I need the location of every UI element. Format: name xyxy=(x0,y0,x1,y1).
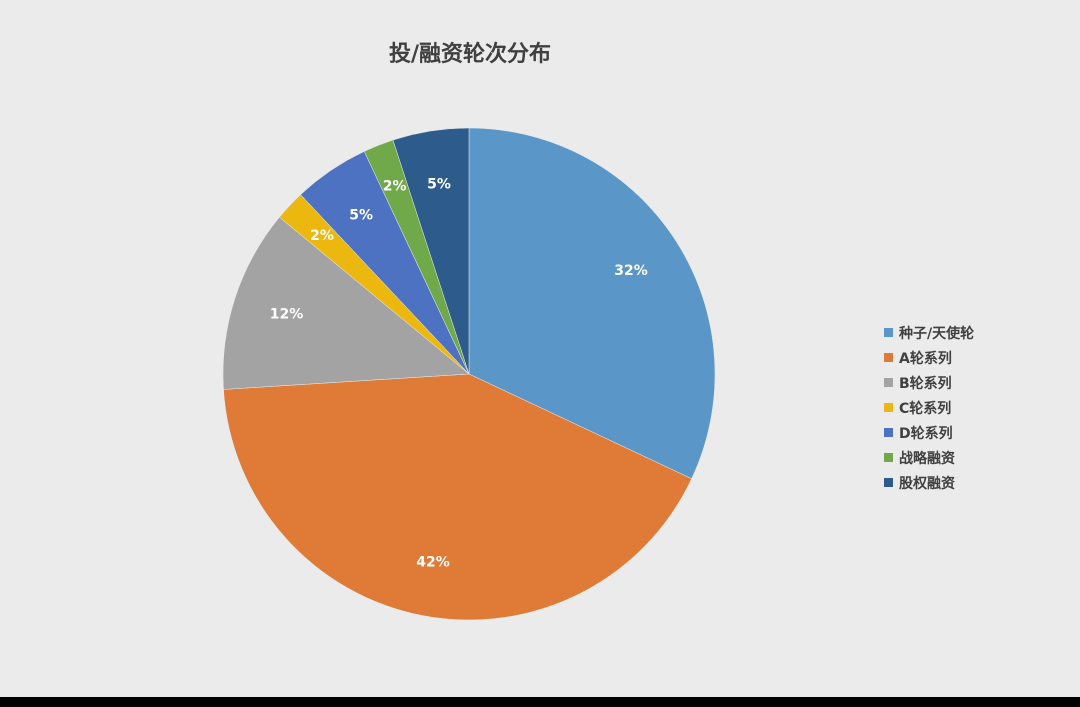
legend-label-series-a: A轮系列 xyxy=(899,350,952,367)
pie-label-series-d: 5% xyxy=(349,207,373,223)
legend-label-seed-angel: 种子/天使轮 xyxy=(899,325,975,342)
pie-label-seed-angel: 32% xyxy=(614,263,648,279)
legend-label-series-b: B轮系列 xyxy=(899,375,952,392)
legend-swatch-equity xyxy=(884,478,893,487)
chart-title: 投/融资轮次分布 xyxy=(388,42,552,67)
legend-item-series-c: C轮系列 xyxy=(884,395,1074,420)
pie-slice-series-a xyxy=(223,373,692,621)
pie-label-strategic: 2% xyxy=(383,178,407,194)
pie-chart: 32% 42% 12% 2% 5% 2% 5% xyxy=(222,127,716,621)
legend-swatch-series-d xyxy=(884,428,893,437)
legend-item-strategic: 战略融资 xyxy=(884,445,1074,470)
legend-label-equity: 股权融资 xyxy=(899,475,955,492)
pie-slice-seed-angel xyxy=(468,127,716,480)
legend-swatch-series-b xyxy=(884,378,893,387)
legend-label-strategic: 战略融资 xyxy=(899,450,955,467)
pie-label-series-b: 12% xyxy=(270,307,304,323)
legend-swatch-strategic xyxy=(884,453,893,462)
pie-label-equity: 5% xyxy=(427,177,451,193)
legend-item-series-b: B轮系列 xyxy=(884,370,1074,395)
legend-item-equity: 股权融资 xyxy=(884,470,1074,495)
legend-item-series-a: A轮系列 xyxy=(884,345,1074,370)
legend-item-series-d: D轮系列 xyxy=(884,420,1074,445)
pie-label-series-c: 2% xyxy=(310,228,334,244)
legend-label-series-c: C轮系列 xyxy=(899,400,952,417)
legend-item-seed-angel: 种子/天使轮 xyxy=(884,320,1074,345)
legend-swatch-seed-angel xyxy=(884,328,893,337)
pie-slice-series-b xyxy=(222,216,470,390)
legend: 种子/天使轮 A轮系列 B轮系列 C轮系列 D轮系列 战略融资 股权融资 xyxy=(884,320,1074,495)
pie-slice-equity xyxy=(392,127,470,375)
legend-label-series-d: D轮系列 xyxy=(899,425,953,442)
legend-swatch-series-c xyxy=(884,403,893,412)
legend-swatch-series-a xyxy=(884,353,893,362)
pie-label-series-a: 42% xyxy=(416,555,450,571)
